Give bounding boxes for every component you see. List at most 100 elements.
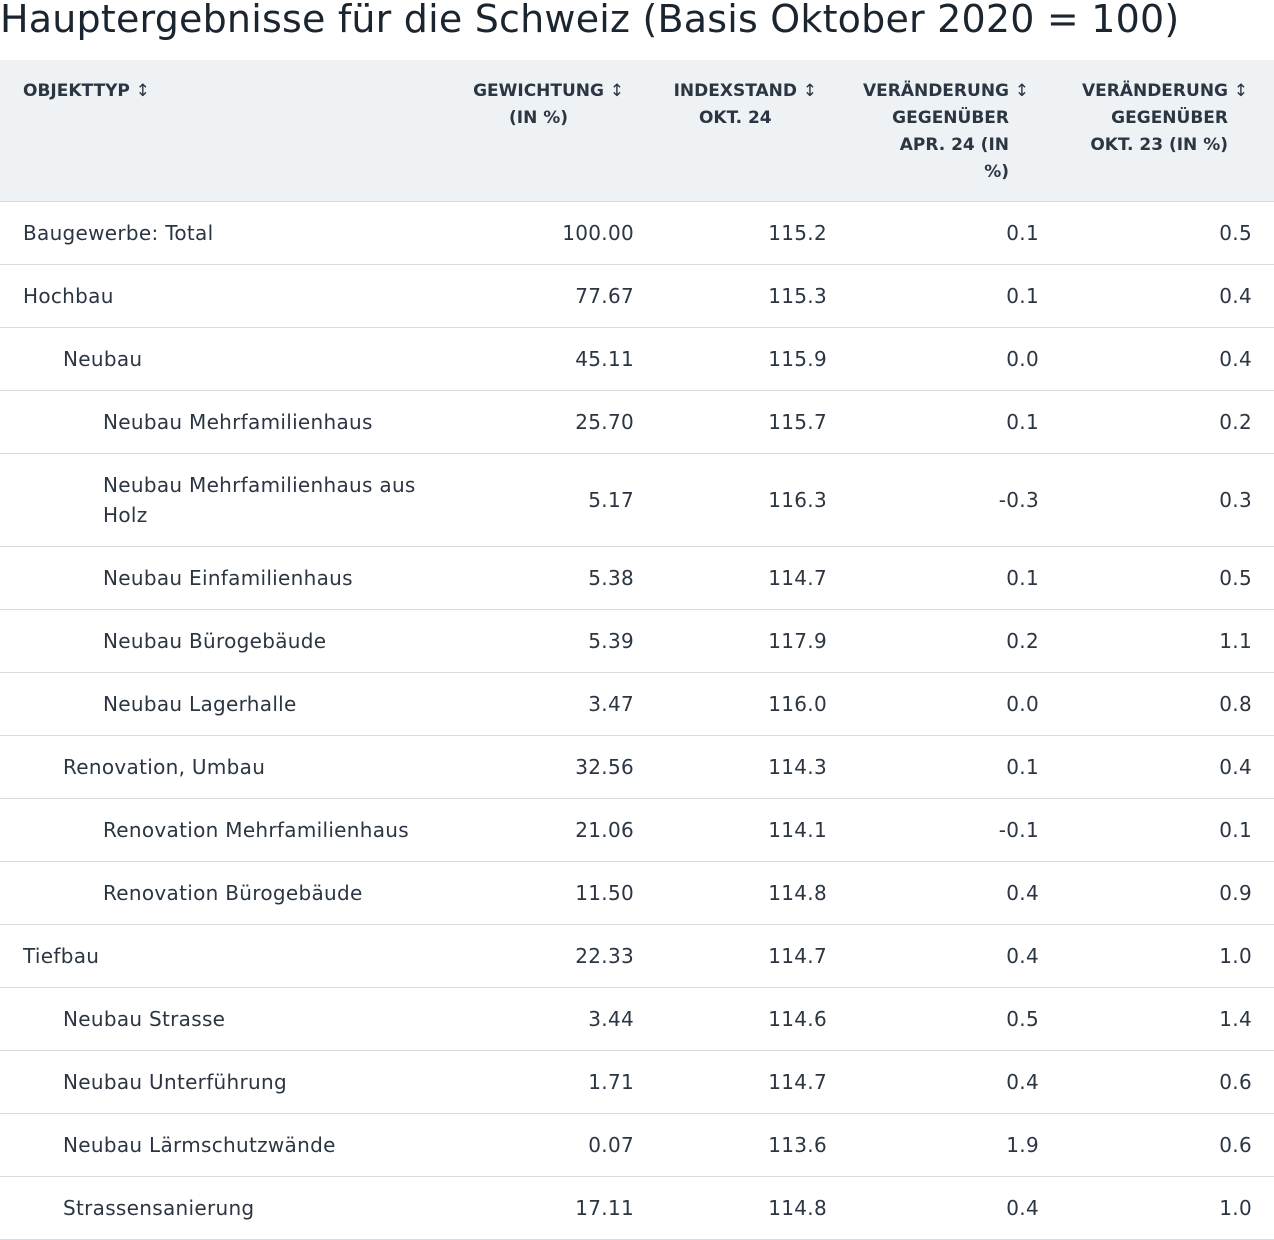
cell-indexstand: 114.8 bbox=[768, 1195, 827, 1220]
cell-indexstand: 114.7 bbox=[768, 565, 827, 590]
cell-gewichtung: 1.71 bbox=[588, 1069, 634, 1094]
cell-objekttyp: Neubau Strasse bbox=[63, 1006, 226, 1031]
table-body: Baugewerbe: Total 100.00 115.2 0.1 0.5 Hochba… bbox=[0, 201, 1274, 1239]
column-header-label: OKT. 24 bbox=[698, 108, 772, 128]
table-row: Neubau Lagerhalle 3.47 116.0 0.0 0.8 bbox=[0, 672, 1274, 735]
column-header-veraenderung-okt23[interactable]: VERÄNDERUNG GEGENÜBER OKT. 23 (IN %) ↕ bbox=[1055, 60, 1274, 202]
cell-gewichtung: 5.38 bbox=[588, 565, 634, 590]
column-header-label: %) bbox=[984, 162, 1009, 182]
cell-gewichtung: 0.07 bbox=[588, 1132, 634, 1157]
sort-icon[interactable]: ↕ bbox=[609, 81, 624, 101]
cell-objekttyp: Neubau bbox=[63, 346, 143, 371]
cell-gewichtung: 77.67 bbox=[575, 283, 634, 308]
cell-veraenderung-okt23: 0.4 bbox=[1219, 346, 1252, 371]
cell-veraenderung-apr24: 0.4 bbox=[1006, 1069, 1039, 1094]
cell-veraenderung-okt23: 0.8 bbox=[1219, 691, 1252, 716]
table-row: Renovation Mehrfamilienhaus 21.06 114.1 -0.… bbox=[0, 798, 1274, 861]
table-row: Neubau Mehrfamilienhaus aus Holz 5.17 116.… bbox=[0, 453, 1274, 546]
column-header-label: APR. 24 (IN bbox=[899, 135, 1009, 155]
table-row: Neubau Lärmschutzwände 0.07 113.6 1.9 0.6 bbox=[0, 1113, 1274, 1176]
cell-indexstand: 114.6 bbox=[768, 1006, 827, 1031]
cell-indexstand: 114.3 bbox=[768, 754, 827, 779]
cell-veraenderung-apr24: 0.1 bbox=[1006, 754, 1039, 779]
table-row: Neubau Unterführung 1.71 114.7 0.4 0.6 bbox=[0, 1050, 1274, 1113]
sort-icon[interactable]: ↕ bbox=[1233, 81, 1248, 101]
cell-veraenderung-okt23: 1.0 bbox=[1219, 943, 1252, 968]
cell-gewichtung: 3.47 bbox=[588, 691, 634, 716]
cell-veraenderung-apr24: 1.9 bbox=[1006, 1132, 1039, 1157]
cell-indexstand: 115.2 bbox=[768, 220, 827, 245]
cell-veraenderung-apr24: 0.5 bbox=[1006, 1006, 1039, 1031]
cell-indexstand: 116.3 bbox=[768, 487, 827, 512]
cell-veraenderung-apr24: 0.4 bbox=[1006, 943, 1039, 968]
cell-objekttyp: Renovation, Umbau bbox=[63, 754, 266, 779]
column-header-label: GEGENÜBER bbox=[1111, 108, 1228, 128]
cell-objekttyp: Neubau Lärmschutzwände bbox=[63, 1132, 336, 1157]
column-header-gewichtung[interactable]: GEWICHTUNG (IN %) ↕ bbox=[460, 60, 650, 202]
cell-objekttyp: Strassensanierung bbox=[63, 1195, 255, 1220]
cell-veraenderung-okt23: 0.9 bbox=[1219, 880, 1252, 905]
cell-gewichtung: 45.11 bbox=[575, 346, 634, 371]
table-row: Renovation, Umbau 32.56 114.3 0.1 0.4 bbox=[0, 735, 1274, 798]
cell-veraenderung-okt23: 0.3 bbox=[1219, 487, 1252, 512]
column-header-label: VERÄNDERUNG bbox=[1081, 81, 1228, 101]
table-row: Neubau Bürogebäude 5.39 117.9 0.2 1.1 bbox=[0, 609, 1274, 672]
cell-gewichtung: 17.11 bbox=[575, 1195, 634, 1220]
cell-gewichtung: 5.39 bbox=[588, 628, 634, 653]
cell-veraenderung-apr24: 0.0 bbox=[1006, 691, 1039, 716]
cell-veraenderung-apr24: -0.1 bbox=[998, 817, 1039, 842]
table-row: Hochbau 77.67 115.3 0.1 0.4 bbox=[0, 264, 1274, 327]
column-header-label: GEGENÜBER bbox=[892, 108, 1009, 128]
table-row: Strassensanierung 17.11 114.8 0.4 1.0 bbox=[0, 1176, 1274, 1239]
column-header-label: OKT. 23 (IN %) bbox=[1090, 135, 1228, 155]
table-row: Neubau 45.11 115.9 0.0 0.4 bbox=[0, 327, 1274, 390]
cell-veraenderung-okt23: 1.1 bbox=[1219, 628, 1252, 653]
cell-objekttyp: Baugewerbe: Total bbox=[23, 220, 214, 245]
cell-gewichtung: 100.00 bbox=[562, 220, 634, 245]
column-header-label: OBJEKTTYP bbox=[23, 81, 130, 101]
cell-veraenderung-apr24: 0.1 bbox=[1006, 409, 1039, 434]
cell-veraenderung-apr24: 0.2 bbox=[1006, 628, 1039, 653]
column-header-objekttyp[interactable]: OBJEKTTYP ↕ bbox=[0, 60, 460, 202]
cell-indexstand: 113.6 bbox=[768, 1132, 827, 1157]
sort-icon[interactable]: ↕ bbox=[1014, 81, 1029, 101]
column-header-veraenderung-apr24[interactable]: VERÄNDERUNG GEGENÜBER APR. 24 (IN %) ↕ bbox=[843, 60, 1055, 202]
table-row: Neubau Strasse 3.44 114.6 0.5 1.4 bbox=[0, 987, 1274, 1050]
cell-gewichtung: 3.44 bbox=[588, 1006, 634, 1031]
cell-veraenderung-apr24: -0.3 bbox=[998, 487, 1039, 512]
cell-objekttyp: Neubau Lagerhalle bbox=[103, 691, 297, 716]
cell-veraenderung-okt23: 1.4 bbox=[1219, 1006, 1252, 1031]
cell-veraenderung-apr24: 0.1 bbox=[1006, 565, 1039, 590]
column-header-indexstand[interactable]: INDEXSTAND OKT. 24 ↕ bbox=[650, 60, 843, 202]
table-row: Neubau Einfamilienhaus 5.38 114.7 0.1 0.5 bbox=[0, 546, 1274, 609]
cell-gewichtung: 11.50 bbox=[575, 880, 634, 905]
cell-veraenderung-okt23: 0.4 bbox=[1219, 283, 1252, 308]
cell-veraenderung-apr24: 0.0 bbox=[1006, 346, 1039, 371]
cell-gewichtung: 22.33 bbox=[575, 943, 634, 968]
cell-objekttyp: Tiefbau bbox=[23, 943, 100, 968]
cell-veraenderung-okt23: 0.5 bbox=[1219, 565, 1252, 590]
cell-veraenderung-okt23: 0.6 bbox=[1219, 1132, 1252, 1157]
cell-gewichtung: 21.06 bbox=[575, 817, 634, 842]
cell-indexstand: 114.1 bbox=[768, 817, 827, 842]
table-row: Neubau Mehrfamilienhaus 25.70 115.7 0.1 0.2 bbox=[0, 390, 1274, 453]
cell-objekttyp: Neubau Bürogebäude bbox=[103, 628, 327, 653]
cell-indexstand: 115.3 bbox=[768, 283, 827, 308]
cell-indexstand: 114.8 bbox=[768, 880, 827, 905]
cell-indexstand: 114.7 bbox=[768, 1069, 827, 1094]
sort-icon[interactable]: ↕ bbox=[802, 81, 817, 101]
cell-objekttyp: Renovation Mehrfamilienhaus bbox=[103, 817, 409, 842]
sort-icon[interactable]: ↕ bbox=[135, 81, 150, 101]
cell-indexstand: 115.7 bbox=[768, 409, 827, 434]
cell-indexstand: 115.9 bbox=[768, 346, 827, 371]
results-table: OBJEKTTYP ↕ GEWICHTUNG (IN %) ↕ INDEXSTA… bbox=[0, 60, 1274, 1240]
table-row: Tiefbau 22.33 114.7 0.4 1.0 bbox=[0, 924, 1274, 987]
cell-objekttyp: Hochbau bbox=[23, 283, 114, 308]
table-row: Renovation Bürogebäude 11.50 114.8 0.4 0.9 bbox=[0, 861, 1274, 924]
cell-veraenderung-okt23: 0.5 bbox=[1219, 220, 1252, 245]
cell-gewichtung: 5.17 bbox=[588, 487, 634, 512]
column-header-label: (IN %) bbox=[509, 108, 569, 128]
cell-objekttyp: Neubau Mehrfamilienhaus aus Holz bbox=[103, 472, 416, 527]
cell-veraenderung-apr24: 0.4 bbox=[1006, 1195, 1039, 1220]
cell-veraenderung-okt23: 0.4 bbox=[1219, 754, 1252, 779]
